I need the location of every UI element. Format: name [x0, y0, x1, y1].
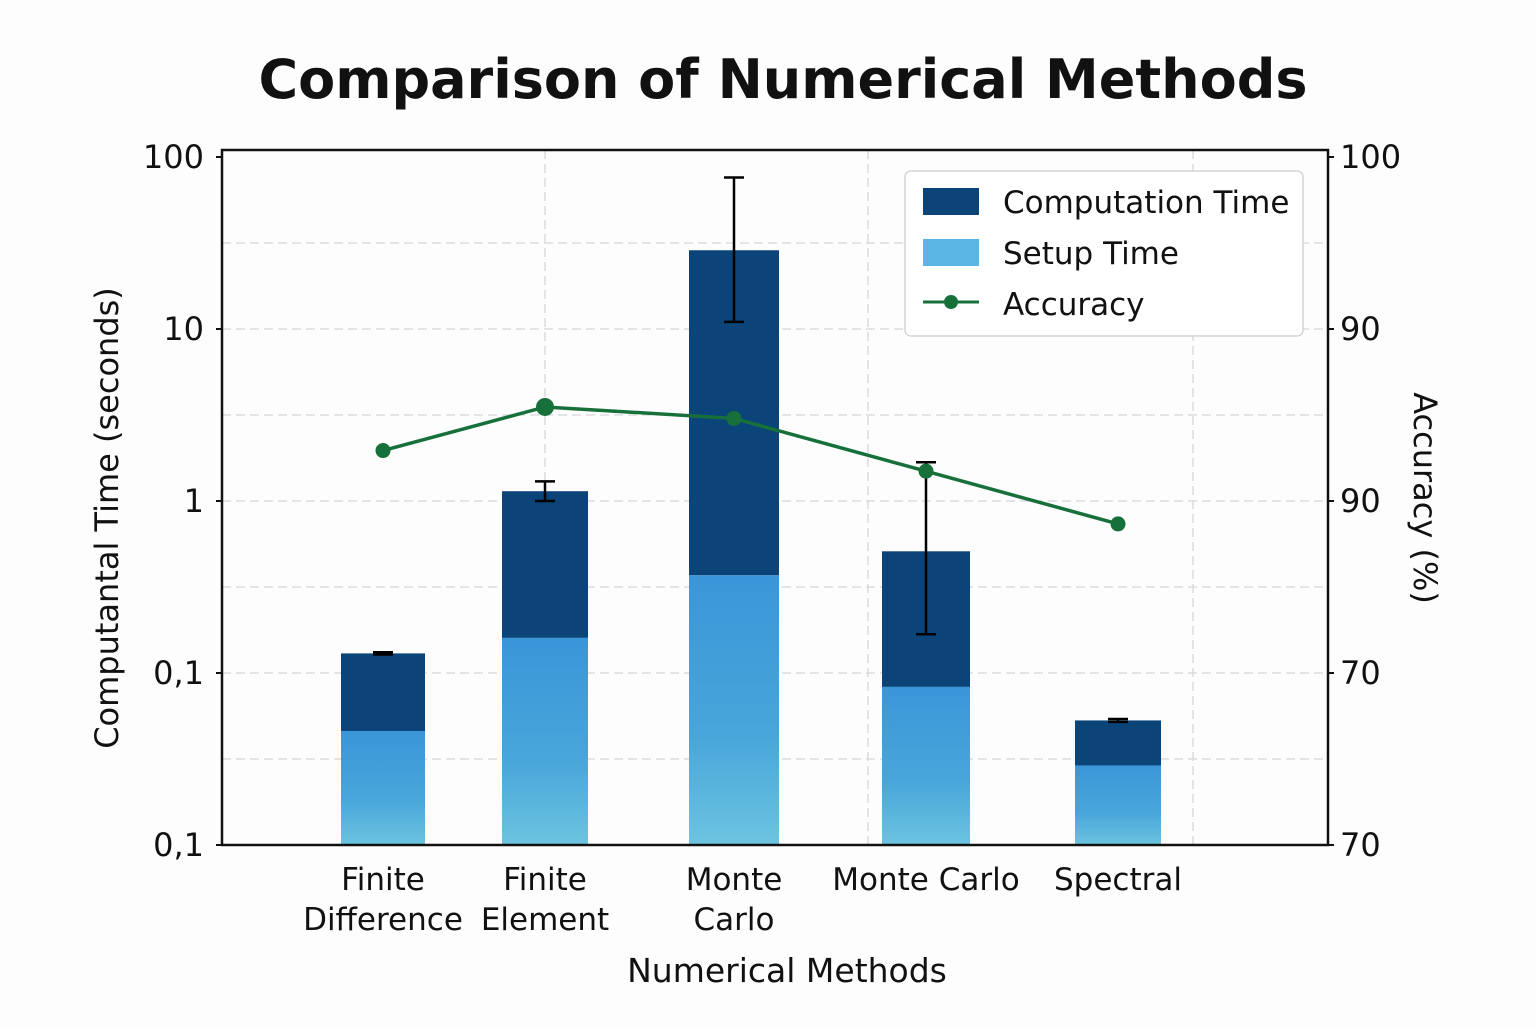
legend-label-accuracy: Accuracy: [1003, 287, 1145, 323]
y2-axis-label: Accuracy (%): [1406, 392, 1444, 604]
bar-setup-time: [502, 637, 588, 845]
accuracy-point: [536, 397, 554, 416]
accuracy-point: [1110, 516, 1126, 532]
x-tick-label: Monte Carlo: [832, 862, 1019, 898]
legend-marker-accuracy: [944, 295, 958, 309]
y2-tick-label: 90: [1340, 310, 1381, 348]
x-tick-label: Monte: [686, 862, 783, 898]
bar-computation-time: [341, 653, 425, 732]
y-tick-label: 10: [163, 310, 204, 348]
x-tick-label: Carlo: [694, 902, 775, 938]
bar-computation-time: [1075, 720, 1161, 766]
accuracy-point: [918, 463, 934, 479]
y-tick-label: 100: [143, 138, 204, 176]
y-axis-right: 100 90 90 70 70: [1328, 138, 1401, 864]
x-tick-label: Finite: [503, 862, 587, 898]
x-axis: Finite Difference Finite Element Monte Carlo M…: [303, 862, 1182, 938]
legend-label-computation: Computation Time: [1003, 185, 1289, 221]
legend-swatch-computation: [923, 188, 979, 215]
legend-swatch-setup: [923, 239, 979, 266]
x-axis-label: Numerical Methods: [627, 951, 947, 990]
plot-frame: [220, 148, 1330, 847]
bar-setup-time: [341, 731, 425, 845]
y-axis-left: 100 10 1 0,1 0,1: [143, 138, 222, 864]
bars: [341, 250, 1161, 845]
y2-tick-label: 70: [1340, 826, 1381, 864]
y-tick-label: 0,1: [153, 826, 204, 864]
bar-setup-time: [882, 686, 970, 845]
y-axis-label: Computantal Time (seconds): [88, 287, 126, 749]
bar-computation-time: [502, 491, 588, 638]
legend-label-setup: Setup Time: [1003, 236, 1179, 272]
bar-setup-time: [689, 575, 779, 845]
y2-tick-label: 100: [1340, 138, 1401, 176]
chart-title: Comparison of Numerical Methods: [258, 48, 1307, 111]
y-tick-label: 0,1: [153, 654, 204, 692]
y2-tick-label: 90: [1340, 482, 1381, 520]
error-bars: [373, 176, 1128, 724]
y-tick-label: 1: [184, 482, 204, 520]
x-tick-label: Difference: [303, 902, 463, 938]
x-tick-label: Spectral: [1054, 862, 1182, 898]
legend: Computation Time Setup Time Accuracy: [904, 170, 1304, 337]
y2-tick-label: 70: [1340, 654, 1381, 692]
x-tick-label: Element: [481, 902, 609, 938]
bar-setup-time: [1075, 765, 1161, 845]
accuracy-point: [375, 443, 391, 459]
x-tick-label: Finite: [341, 862, 425, 898]
accuracy-line: [375, 397, 1126, 532]
accuracy-point: [726, 410, 742, 426]
